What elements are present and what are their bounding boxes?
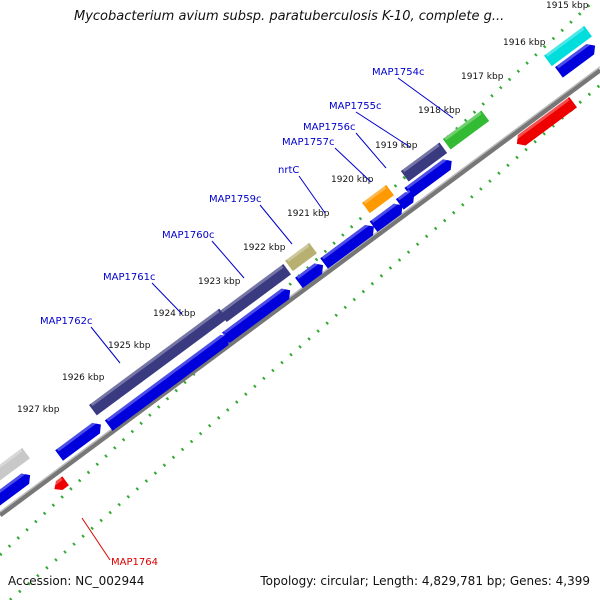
gene-label[interactable]: MAP1760c <box>162 230 214 241</box>
gene-label[interactable]: MAP1764 <box>111 557 158 568</box>
leader-line <box>334 147 372 183</box>
cds-dark[interactable] <box>400 142 448 182</box>
cds-dark[interactable] <box>89 308 227 416</box>
gene-label[interactable]: MAP1759c <box>209 194 261 205</box>
tick-label: 1924 kbp <box>153 309 196 319</box>
cds-forward[interactable] <box>295 260 327 289</box>
cds-reverse[interactable] <box>51 476 69 493</box>
leader-line <box>81 517 111 561</box>
cds-dark[interactable] <box>218 263 292 323</box>
feature-grey[interactable] <box>0 447 30 483</box>
genome-backbone <box>0 67 600 518</box>
gene-label[interactable]: MAP1755c <box>329 101 381 112</box>
cds-forward[interactable] <box>55 419 105 461</box>
leader-line <box>397 77 454 119</box>
tick-label: 1917 kbp <box>461 72 504 82</box>
tick-label: 1927 kbp <box>17 405 60 415</box>
leader-line <box>151 282 183 315</box>
accession-label: Accession: NC_002944 <box>8 574 145 588</box>
tick-label: 1921 kbp <box>287 209 330 219</box>
leader-line <box>90 326 121 364</box>
gene-label[interactable]: MAP1756c <box>303 122 355 133</box>
genome-summary: Topology: circular; Length: 4,829,781 bp… <box>260 574 590 588</box>
leader-line <box>259 204 293 245</box>
tick-label: 1918 kbp <box>418 106 461 116</box>
gene-labels: MAP1754c MAP1755c MAP1756c MAP1757c nrtC MAP1… <box>40 67 454 568</box>
tick-labels: 1915 kbp 1916 kbp 1917 kbp 1918 kbp 1919 kbp… <box>17 1 589 415</box>
features <box>0 25 599 511</box>
tick-label: 1919 kbp <box>375 141 418 151</box>
cds-forward[interactable] <box>104 331 233 431</box>
map-title: Mycobacterium avium subsp. paratuberculo… <box>74 9 505 24</box>
tick-label: 1925 kbp <box>108 341 151 351</box>
feature-khaki[interactable] <box>285 242 317 272</box>
tick-label: 1922 kbp <box>243 243 286 253</box>
cds-forward[interactable] <box>0 470 34 511</box>
tick-label: 1920 kbp <box>331 175 374 185</box>
cds-reverse[interactable] <box>513 96 578 149</box>
leader-line <box>355 132 387 169</box>
gene-label[interactable]: nrtC <box>278 165 299 176</box>
gene-label[interactable]: MAP1762c <box>40 316 92 327</box>
inner-tick-track <box>9 83 600 600</box>
leader-line <box>211 240 245 279</box>
feature-cyan[interactable] <box>544 25 592 67</box>
gene-label[interactable]: MAP1754c <box>372 67 424 78</box>
cds-forward[interactable] <box>369 200 407 232</box>
gene-label[interactable]: MAP1761c <box>103 272 155 283</box>
cds-forward[interactable] <box>320 221 378 269</box>
cds-forward[interactable] <box>221 285 294 344</box>
feature-orange[interactable] <box>362 184 394 214</box>
tick-label: 1926 kbp <box>62 373 105 383</box>
genome-backbone-highlight <box>0 66 600 513</box>
gene-label[interactable]: MAP1757c <box>282 137 334 148</box>
tick-label: 1916 kbp <box>503 38 546 48</box>
leader-line <box>298 175 326 214</box>
leader-line <box>355 111 411 148</box>
tick-label: 1923 kbp <box>198 277 241 287</box>
cds-forward[interactable] <box>555 40 599 78</box>
tick-label: 1915 kbp <box>546 1 589 11</box>
cds-forward[interactable] <box>404 156 455 199</box>
feature-green[interactable] <box>442 110 490 150</box>
